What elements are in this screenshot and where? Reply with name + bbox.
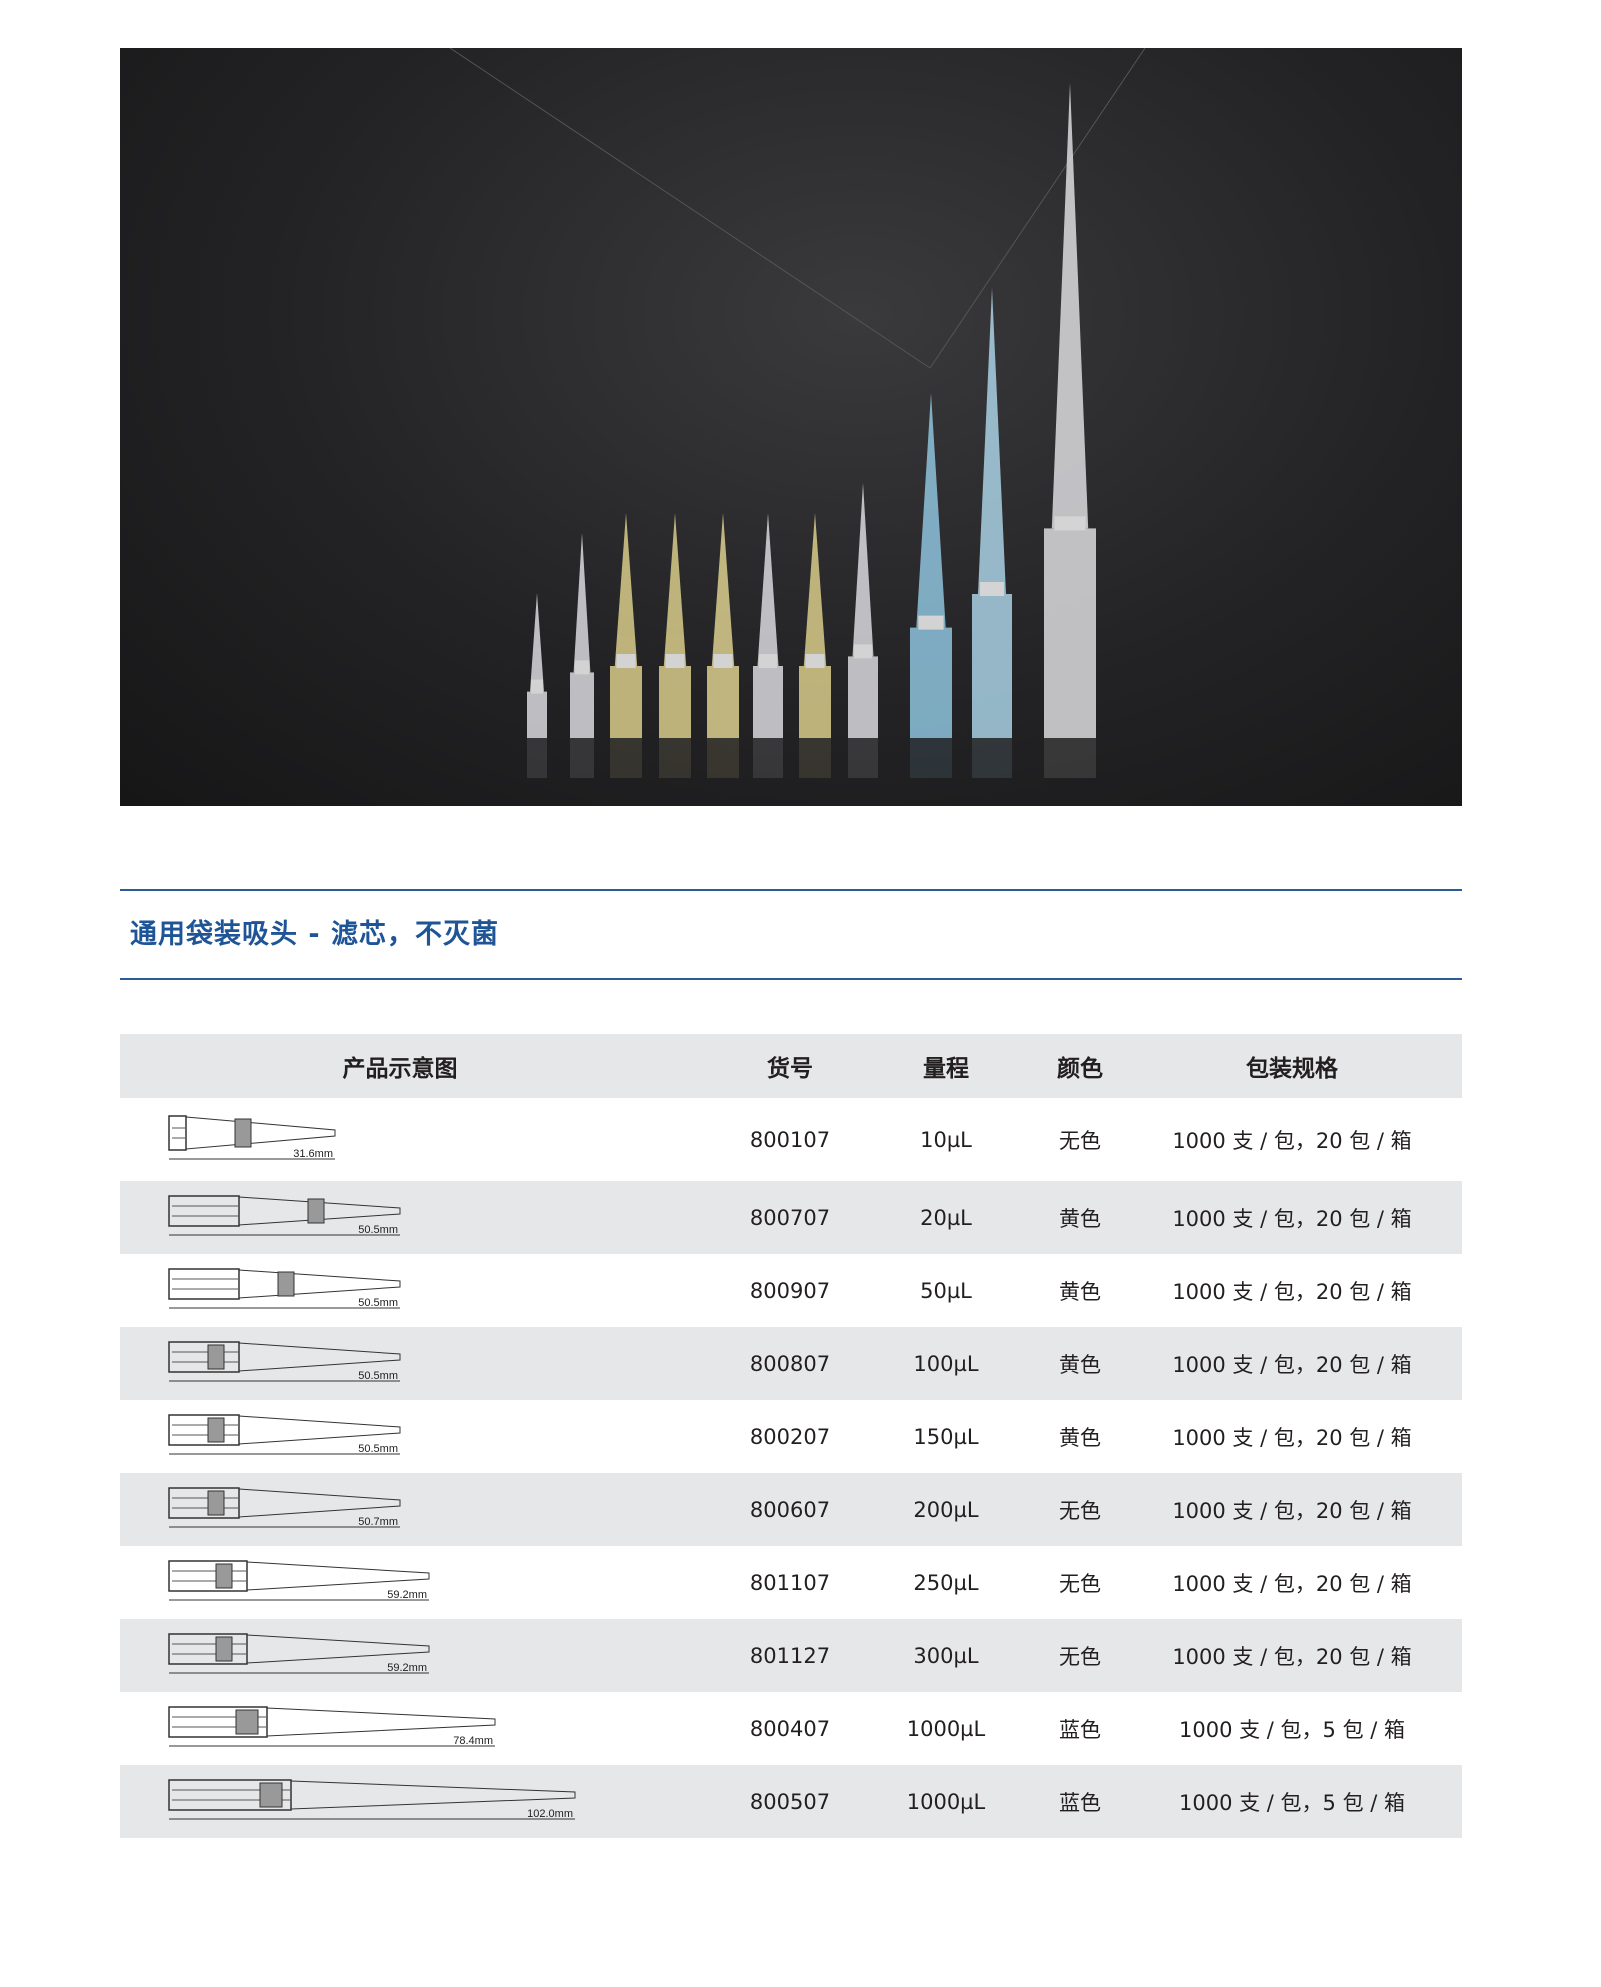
reflection-line	[449, 48, 931, 369]
color: 黄色	[1059, 1425, 1101, 1450]
tip-length-label: 50.7mm	[358, 1516, 398, 1528]
table-header: 产品示意图 货号 量程 颜色 包装规格	[120, 1034, 1462, 1098]
pipette-tip	[972, 288, 1012, 778]
sku: 801127	[749, 1643, 831, 1668]
pipette-tip	[610, 513, 642, 778]
color: 无色	[1059, 1644, 1101, 1669]
tip-length-label: 59.2mm	[387, 1589, 427, 1601]
reflection-line	[929, 48, 1146, 369]
sku: 800707	[749, 1205, 831, 1230]
pipette-tips-illustration	[449, 48, 1146, 778]
tip-diagram-icon: 31.6mm	[168, 1114, 336, 1160]
packaging: 1000 支 / 包，20 包 / 箱	[1172, 1571, 1412, 1596]
section-title: 通用袋装吸头 - 滤芯，不灭菌	[130, 919, 500, 950]
table-row: 50.5mm 800207 150µL 黄色 1000 支 / 包，20 包 / 箱	[120, 1400, 1462, 1473]
sku: 800507	[749, 1789, 831, 1814]
pipette-tip	[910, 393, 952, 778]
packaging: 1000 支 / 包，5 包 / 箱	[1178, 1790, 1406, 1815]
color: 无色	[1059, 1498, 1101, 1523]
title-bottom-rule	[120, 978, 1462, 980]
packaging: 1000 支 / 包，20 包 / 箱	[1172, 1644, 1412, 1669]
volume: 250µL	[913, 1570, 979, 1595]
tip-length-label: 102.0mm	[527, 1808, 573, 1820]
sku: 800607	[749, 1497, 831, 1522]
volume: 20µL	[920, 1205, 972, 1230]
pipette-tip	[707, 513, 739, 778]
volume: 1000µL	[906, 1716, 986, 1741]
packaging: 1000 支 / 包，5 包 / 箱	[1178, 1717, 1406, 1742]
header-packaging: 包装规格	[1246, 1056, 1338, 1082]
color: 蓝色	[1059, 1717, 1101, 1742]
packaging: 1000 支 / 包，20 包 / 箱	[1172, 1425, 1412, 1450]
header-color: 颜色	[1057, 1056, 1103, 1082]
title-top-rule	[120, 889, 1462, 891]
pipette-tip	[570, 533, 594, 778]
pipette-tip	[753, 513, 783, 778]
tip-length-label: 50.5mm	[358, 1443, 398, 1455]
sku: 800807	[749, 1351, 831, 1376]
volume: 50µL	[920, 1278, 972, 1303]
pipette-tip	[527, 593, 547, 778]
tip-diagram-icon: 59.2mm	[168, 1559, 430, 1601]
header-sku: 货号	[767, 1056, 813, 1082]
color: 蓝色	[1059, 1790, 1101, 1815]
volume: 200µL	[913, 1497, 979, 1522]
sku: 801107	[749, 1570, 831, 1595]
tip-length-label: 50.5mm	[358, 1224, 398, 1236]
color: 无色	[1059, 1571, 1101, 1596]
table-row: 59.2mm 801107 250µL 无色 1000 支 / 包，20 包 / 箱	[120, 1546, 1462, 1619]
packaging: 1000 支 / 包，20 包 / 箱	[1172, 1498, 1412, 1523]
color: 无色	[1059, 1128, 1101, 1153]
volume: 300µL	[913, 1643, 979, 1668]
sku: 800107	[749, 1127, 831, 1152]
sku: 800207	[749, 1424, 831, 1449]
product-table: 产品示意图 货号 量程 颜色 包装规格 31.6mm 800107 10µL 无色 10…	[120, 1034, 1462, 1838]
tip-length-label: 31.6mm	[293, 1148, 333, 1160]
packaging: 1000 支 / 包，20 包 / 箱	[1172, 1206, 1412, 1231]
volume: 100µL	[913, 1351, 979, 1376]
packaging: 1000 支 / 包，20 包 / 箱	[1172, 1352, 1412, 1377]
tip-diagram-icon: 50.7mm	[168, 1486, 401, 1528]
tip-diagram-icon: 50.5mm	[168, 1267, 401, 1309]
color: 黄色	[1059, 1206, 1101, 1231]
table-row: 50.5mm 800707 20µL 黄色 1000 支 / 包，20 包 / 箱	[120, 1181, 1462, 1254]
table-row: 50.7mm 800607 200µL 无色 1000 支 / 包，20 包 / 箱	[120, 1473, 1462, 1546]
volume: 1000µL	[906, 1789, 986, 1814]
tip-diagram-icon: 50.5mm	[168, 1194, 401, 1236]
packaging: 1000 支 / 包，20 包 / 箱	[1172, 1279, 1412, 1304]
pipette-tip	[848, 483, 878, 778]
pipette-tip	[799, 513, 831, 778]
table-row: 78.4mm 800407 1000µL 蓝色 1000 支 / 包，5 包 / 箱	[120, 1692, 1462, 1765]
sku: 800907	[749, 1278, 831, 1303]
table-row: 102.0mm 800507 1000µL 蓝色 1000 支 / 包，5 包 / 箱	[120, 1765, 1462, 1838]
packaging: 1000 支 / 包，20 包 / 箱	[1172, 1128, 1412, 1153]
tip-length-label: 78.4mm	[453, 1735, 493, 1747]
table-row: 50.5mm 800907 50µL 黄色 1000 支 / 包，20 包 / 箱	[120, 1254, 1462, 1327]
color: 黄色	[1059, 1352, 1101, 1377]
header-volume: 量程	[923, 1056, 969, 1082]
pipette-tip	[1044, 83, 1096, 778]
tip-diagram-icon: 59.2mm	[168, 1632, 430, 1674]
tip-length-label: 59.2mm	[387, 1662, 427, 1674]
header-diagram: 产品示意图	[342, 1056, 458, 1082]
volume: 150µL	[913, 1424, 979, 1449]
tip-diagram-icon: 102.0mm	[168, 1778, 576, 1820]
tip-length-label: 50.5mm	[358, 1370, 398, 1382]
pipette-tip	[659, 513, 691, 778]
table-row: 31.6mm 800107 10µL 无色 1000 支 / 包，20 包 / 箱	[120, 1098, 1462, 1181]
table-row: 50.5mm 800807 100µL 黄色 1000 支 / 包，20 包 / 箱	[120, 1327, 1462, 1400]
tip-diagram-icon: 50.5mm	[168, 1340, 401, 1382]
tip-diagram-icon: 50.5mm	[168, 1413, 401, 1455]
tip-diagram-icon: 78.4mm	[168, 1705, 496, 1747]
tip-length-label: 50.5mm	[358, 1297, 398, 1309]
color: 黄色	[1059, 1279, 1101, 1304]
product-photo	[120, 48, 1462, 806]
sku: 800407	[749, 1716, 831, 1741]
volume: 10µL	[920, 1127, 972, 1152]
table-row: 59.2mm 801127 300µL 无色 1000 支 / 包，20 包 / 箱	[120, 1619, 1462, 1692]
